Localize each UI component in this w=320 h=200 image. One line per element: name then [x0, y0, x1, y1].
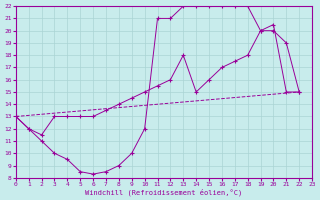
X-axis label: Windchill (Refroidissement éolien,°C): Windchill (Refroidissement éolien,°C) [85, 188, 243, 196]
